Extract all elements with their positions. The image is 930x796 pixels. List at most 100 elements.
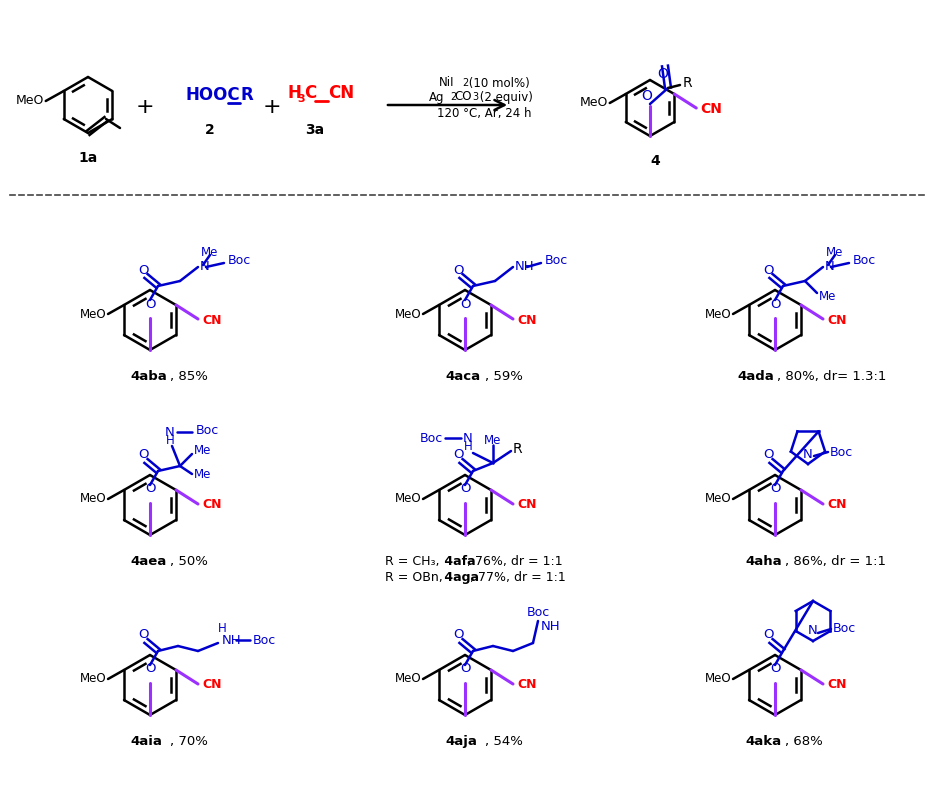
Text: Boc: Boc (545, 255, 568, 267)
Text: O: O (770, 482, 780, 495)
Text: 3: 3 (472, 92, 478, 102)
Text: O: O (453, 629, 463, 642)
Text: MeO: MeO (79, 493, 106, 505)
Text: H: H (166, 435, 175, 447)
Text: MeO: MeO (394, 493, 421, 505)
Text: O: O (459, 482, 471, 495)
Text: R: R (513, 442, 523, 456)
Text: O: O (145, 662, 155, 676)
Text: 4aca: 4aca (445, 370, 480, 383)
Text: 4aia: 4aia (130, 735, 162, 748)
Text: NH: NH (541, 619, 561, 633)
Text: 4afa: 4afa (440, 555, 475, 568)
Text: Boc: Boc (830, 446, 853, 458)
Text: O: O (138, 263, 148, 276)
Text: MeO: MeO (704, 673, 731, 685)
Text: Boc: Boc (853, 255, 876, 267)
Text: CN: CN (202, 314, 221, 326)
Text: MeO: MeO (394, 673, 421, 685)
Text: N: N (804, 447, 813, 461)
Text: N: N (166, 426, 175, 439)
Text: 2: 2 (206, 123, 215, 137)
Text: NH: NH (515, 260, 535, 274)
Text: CO: CO (454, 91, 472, 103)
Text: MeO: MeO (79, 673, 106, 685)
Text: CN: CN (827, 678, 846, 692)
Text: CN: CN (202, 678, 221, 692)
Text: Boc: Boc (253, 634, 276, 646)
Text: , 76%, dr = 1:1: , 76%, dr = 1:1 (467, 555, 563, 568)
Text: 4: 4 (650, 154, 660, 168)
Text: O: O (138, 629, 148, 642)
Text: Me: Me (827, 247, 844, 259)
Text: O: O (642, 89, 653, 103)
Text: , 59%: , 59% (485, 370, 523, 383)
Text: Boc: Boc (833, 622, 857, 634)
Text: O: O (145, 298, 155, 310)
Text: N: N (825, 260, 835, 274)
Text: Me: Me (194, 467, 211, 481)
Text: O: O (763, 629, 773, 642)
Text: O: O (459, 298, 471, 310)
Text: , 54%: , 54% (485, 735, 523, 748)
Text: (10 mol%): (10 mol%) (465, 76, 530, 89)
Text: 4aga: 4aga (440, 571, 479, 584)
Text: Boc: Boc (196, 423, 219, 436)
Text: O: O (453, 263, 463, 276)
Text: , 70%: , 70% (170, 735, 208, 748)
Text: , 50%: , 50% (170, 555, 208, 568)
Text: Boc: Boc (526, 607, 550, 619)
Text: 2: 2 (450, 92, 457, 102)
Text: MeO: MeO (16, 95, 44, 107)
Text: , 80%, dr= 1.3:1: , 80%, dr= 1.3:1 (777, 370, 886, 383)
Text: MeO: MeO (704, 307, 731, 321)
Text: O: O (145, 482, 155, 495)
Text: CN: CN (328, 84, 354, 102)
Text: Me: Me (485, 435, 501, 447)
Text: R: R (683, 76, 693, 90)
Text: NH: NH (222, 634, 242, 646)
Text: , 77%, dr = 1:1: , 77%, dr = 1:1 (470, 571, 565, 584)
Text: O: O (453, 448, 463, 462)
Text: O: O (459, 662, 471, 676)
Text: +: + (262, 97, 281, 117)
Text: 4ada: 4ada (737, 370, 774, 383)
Text: , 68%: , 68% (785, 735, 823, 748)
Text: CN: CN (700, 102, 722, 116)
Text: , 85%: , 85% (170, 370, 208, 383)
Text: 3a: 3a (305, 123, 325, 137)
Text: 3: 3 (297, 94, 305, 104)
Text: Me: Me (201, 247, 219, 259)
Text: 2: 2 (462, 78, 468, 88)
Text: Me: Me (819, 290, 836, 302)
Text: 120 °C, Ar, 24 h: 120 °C, Ar, 24 h (437, 107, 532, 119)
Text: , 86%, dr = 1:1: , 86%, dr = 1:1 (785, 555, 886, 568)
Text: 1a: 1a (78, 151, 98, 165)
Text: 4aka: 4aka (745, 735, 781, 748)
Text: +: + (136, 97, 154, 117)
Text: Boc: Boc (419, 431, 443, 444)
Text: N: N (463, 431, 472, 444)
Text: O: O (658, 67, 669, 81)
Text: N: N (200, 260, 210, 274)
Text: O: O (763, 448, 773, 462)
Text: MeO: MeO (704, 493, 731, 505)
Text: R: R (240, 86, 253, 104)
Text: C: C (304, 84, 316, 102)
Text: 4aha: 4aha (745, 555, 781, 568)
Text: MeO: MeO (579, 96, 607, 110)
Text: CN: CN (517, 678, 537, 692)
Text: O: O (763, 263, 773, 276)
Text: O: O (770, 662, 780, 676)
Text: H: H (287, 84, 301, 102)
Text: N: N (808, 625, 817, 638)
Text: R = CH₃,: R = CH₃, (385, 555, 440, 568)
Text: H: H (464, 440, 472, 454)
Text: O: O (138, 448, 148, 462)
Text: HOOC: HOOC (185, 86, 240, 104)
Text: R = OBn,: R = OBn, (385, 571, 443, 584)
Text: 4aba: 4aba (130, 370, 166, 383)
Text: MeO: MeO (394, 307, 421, 321)
Text: 4aea: 4aea (130, 555, 166, 568)
Text: CN: CN (517, 314, 537, 326)
